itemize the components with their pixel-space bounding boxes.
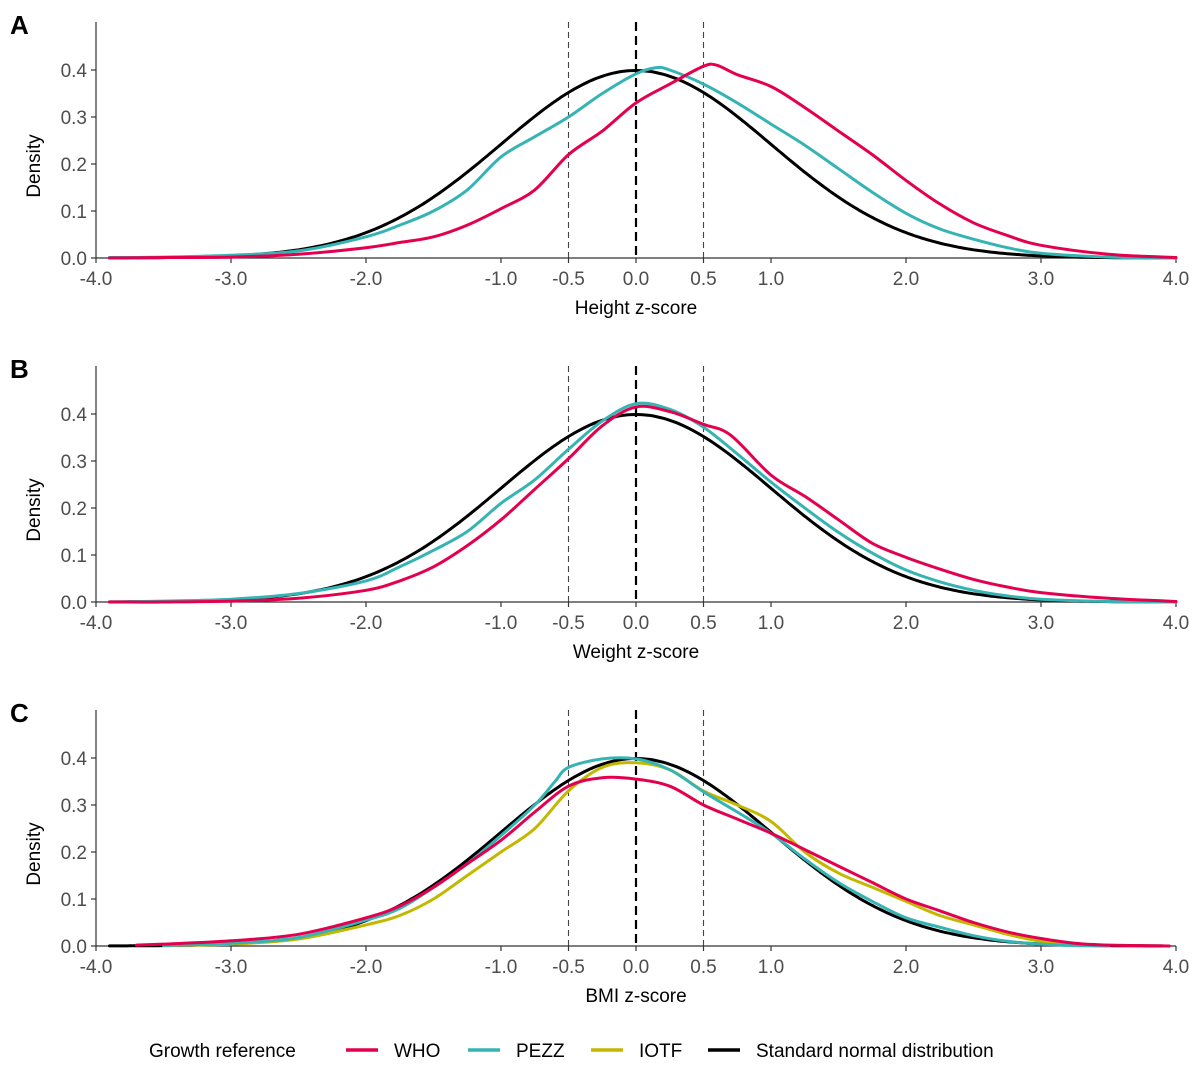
- x-axis-title: Weight z-score: [573, 642, 699, 663]
- density-line-pezz: [162, 756, 1110, 948]
- x-tick-label: -1.0: [485, 957, 518, 978]
- x-tick-label: -2.0: [350, 957, 383, 978]
- legend-item-iotf: IOTF: [591, 1041, 682, 1062]
- x-tick-label: 1.0: [758, 269, 784, 290]
- x-tick-label: -2.0: [350, 613, 383, 634]
- x-tick-label: 1.0: [758, 957, 784, 978]
- panel-b: B 0.0 0.1 0.2 0.3 0.4 -4.0 -3.0 -2.0 -1.0 -0.5 0.0 0…: [10, 354, 1189, 663]
- y-tick-label: 0.2: [61, 843, 87, 864]
- x-tick-label: -4.0: [80, 269, 113, 290]
- x-tick-label: -4.0: [80, 613, 113, 634]
- x-tick-label: 4.0: [1163, 613, 1189, 634]
- legend-item-normal: Standard normal distribution: [708, 1041, 994, 1062]
- x-tick-label: -4.0: [80, 957, 113, 978]
- x-tick-label: 4.0: [1163, 269, 1189, 290]
- panel-tag: C: [10, 698, 29, 728]
- x-tick-label: 1.0: [758, 613, 784, 634]
- x-tick-label: 0.0: [623, 269, 649, 290]
- y-tick-label: 0.2: [61, 499, 87, 520]
- x-axis-title: BMI z-score: [585, 986, 686, 1007]
- x-tick-label: 4.0: [1163, 957, 1189, 978]
- x-tick-label: 2.0: [893, 269, 919, 290]
- x-tick-label: 0.0: [623, 957, 649, 978]
- x-tick-label: -3.0: [215, 957, 248, 978]
- y-tick-label: 0.1: [61, 546, 87, 567]
- x-tick-label: -3.0: [215, 269, 248, 290]
- density-line-who: [108, 404, 1178, 604]
- legend-label-iotf: IOTF: [639, 1041, 682, 1062]
- y-tick-label: 0.0: [61, 937, 87, 958]
- density-line-pezz: [108, 65, 1178, 260]
- legend-title: Growth reference: [149, 1041, 296, 1062]
- legend-label-normal: Standard normal distribution: [756, 1041, 994, 1062]
- legend: Growth reference WHO PEZZ IOTF Standard …: [149, 1041, 994, 1062]
- density-line-pezz: [108, 401, 1178, 604]
- x-tick-label: -0.5: [552, 613, 585, 634]
- x-tick-label: -1.0: [485, 613, 518, 634]
- panel-tag: A: [10, 10, 29, 40]
- legend-item-pezz: PEZZ: [468, 1041, 565, 1062]
- x-axis-title: Height z-score: [575, 298, 698, 319]
- x-tick-label: 0.5: [690, 613, 716, 634]
- panel-tag: B: [10, 354, 29, 384]
- y-tick-label: 0.0: [61, 249, 87, 270]
- x-tick-label: 3.0: [1028, 613, 1054, 634]
- x-tick-label: -1.0: [485, 269, 518, 290]
- x-tick-label: 3.0: [1028, 269, 1054, 290]
- x-tick-label: -2.0: [350, 269, 383, 290]
- y-tick-label: 0.3: [61, 452, 87, 473]
- x-tick-label: 0.5: [690, 957, 716, 978]
- x-tick-label: -3.0: [215, 613, 248, 634]
- y-tick-label: 0.1: [61, 202, 87, 223]
- x-tick-label: 2.0: [893, 957, 919, 978]
- x-tick-label: -0.5: [552, 269, 585, 290]
- x-tick-label: 0.0: [623, 613, 649, 634]
- y-axis-title: Density: [24, 822, 45, 886]
- panel-c: C 0.0 0.1 0.2 0.3 0.4 -4.0 -3.0 -2.0 -1.0 -0.5 0.0 0…: [10, 698, 1189, 1007]
- x-tick-label: 0.5: [690, 269, 716, 290]
- y-tick-label: 0.1: [61, 890, 87, 911]
- y-tick-label: 0.4: [61, 405, 88, 426]
- x-tick-label: 3.0: [1028, 957, 1054, 978]
- y-tick-label: 0.0: [61, 593, 87, 614]
- x-tick-label: 2.0: [893, 613, 919, 634]
- y-tick-label: 0.2: [61, 155, 87, 176]
- legend-label-pezz: PEZZ: [516, 1041, 565, 1062]
- y-axis-title: Density: [24, 478, 45, 542]
- legend-item-who: WHO: [346, 1041, 440, 1062]
- x-tick-label: -0.5: [552, 957, 585, 978]
- density-line-who: [108, 62, 1178, 260]
- y-tick-label: 0.3: [61, 108, 87, 129]
- y-tick-label: 0.4: [61, 749, 88, 770]
- y-tick-label: 0.4: [61, 61, 88, 82]
- density-line-who: [135, 775, 1171, 948]
- y-axis-title: Density: [24, 134, 45, 198]
- legend-label-who: WHO: [394, 1041, 440, 1062]
- y-tick-label: 0.3: [61, 796, 87, 817]
- panel-a: A 0.0 0.1 0.2 0.3 0.4 -4.0 -3.0 -2.0 -1.0 -0.5 0.0 0…: [10, 10, 1189, 319]
